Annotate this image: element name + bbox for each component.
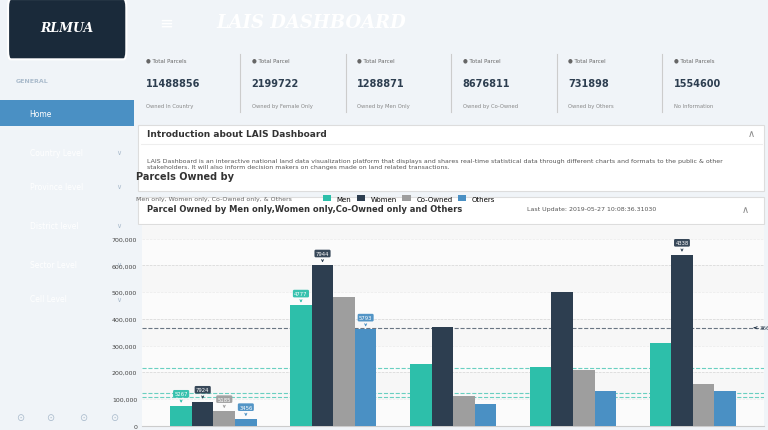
Text: ≡: ≡ (160, 14, 174, 32)
Text: LAIS DASHBOARD: LAIS DASHBOARD (217, 14, 406, 32)
Text: 8676811: 8676811 (463, 79, 510, 89)
Text: 1288871: 1288871 (357, 79, 405, 89)
Bar (235, 419, 257, 426)
Text: 3456: 3456 (239, 405, 253, 415)
Text: Men only, Women only, Co-Owned only, & Others: Men only, Women only, Co-Owned only, & O… (136, 197, 292, 202)
Text: ⊙: ⊙ (110, 412, 118, 422)
FancyBboxPatch shape (0, 101, 134, 127)
Text: Province level: Province level (29, 183, 83, 191)
Text: Owned by Female Only: Owned by Female Only (252, 103, 313, 108)
Text: Introduction about LAIS Dashboard: Introduction about LAIS Dashboard (147, 129, 327, 138)
Text: Country Level: Country Level (29, 148, 83, 157)
Text: 4777: 4777 (294, 292, 308, 302)
Text: 366,520.33: 366,520.33 (754, 326, 768, 331)
Text: 5267: 5267 (174, 391, 188, 402)
Bar (192, 402, 214, 426)
Text: ● Total Parcels: ● Total Parcels (674, 58, 714, 63)
Text: 5793: 5793 (359, 315, 372, 326)
Bar (142, 239, 764, 266)
Text: No Information: No Information (674, 103, 713, 108)
FancyBboxPatch shape (8, 0, 126, 60)
Text: LAIS Dashboard is an interactive national land data visualization platform that : LAIS Dashboard is an interactive nationa… (147, 159, 723, 169)
Bar (530, 367, 551, 426)
Text: Owned by Co-Owned: Owned by Co-Owned (463, 103, 518, 108)
Bar (671, 255, 693, 426)
Bar (290, 306, 312, 426)
Bar (551, 292, 573, 426)
Bar (333, 298, 355, 426)
Text: ∧: ∧ (748, 129, 755, 139)
Text: ∨: ∨ (116, 184, 121, 190)
Text: Cell Level: Cell Level (29, 295, 67, 303)
Text: 7944: 7944 (316, 252, 329, 262)
FancyBboxPatch shape (137, 198, 763, 224)
Bar (693, 384, 714, 426)
Text: Last Update: 2019-05-27 10:08:36.31030: Last Update: 2019-05-27 10:08:36.31030 (527, 207, 657, 212)
Text: ∧: ∧ (742, 204, 749, 214)
Text: 2199722: 2199722 (252, 79, 299, 89)
Bar (214, 411, 235, 426)
Bar (573, 370, 594, 426)
Text: ⊙: ⊙ (16, 412, 25, 422)
Bar (410, 364, 432, 426)
Bar (475, 404, 496, 426)
Text: Home: Home (29, 110, 52, 118)
Text: ∨: ∨ (116, 223, 121, 229)
Bar (453, 396, 475, 426)
Bar (355, 330, 376, 426)
Text: ● Total Parcel: ● Total Parcel (463, 58, 501, 63)
Text: Owned by Others: Owned by Others (568, 103, 614, 108)
Bar (594, 391, 616, 426)
Bar (714, 391, 736, 426)
Text: RLMUA: RLMUA (41, 22, 94, 35)
FancyBboxPatch shape (137, 126, 763, 192)
Text: ● Total Parcels: ● Total Parcels (146, 58, 187, 63)
Text: Sector Level: Sector Level (29, 260, 77, 269)
Text: 11488856: 11488856 (146, 79, 200, 89)
Text: ∨: ∨ (116, 261, 121, 267)
Text: ● Total Parcel: ● Total Parcel (357, 58, 395, 63)
Legend: Men, Women, Co-Owned, Others: Men, Women, Co-Owned, Others (319, 193, 498, 205)
Text: Parcel Owned by Men only,Women only,Co-Owned only and Others: Parcel Owned by Men only,Women only,Co-O… (147, 205, 462, 214)
Text: ∨: ∨ (116, 150, 121, 156)
Bar (142, 292, 764, 319)
Bar (312, 266, 333, 426)
Bar (142, 399, 764, 426)
Text: 5185: 5185 (217, 397, 231, 407)
Text: Parcels Owned by: Parcels Owned by (136, 172, 234, 182)
Bar (170, 406, 192, 426)
Text: 731898: 731898 (568, 79, 609, 89)
Text: 4338: 4338 (675, 241, 689, 252)
Text: GENERAL: GENERAL (16, 79, 49, 84)
Text: District level: District level (29, 221, 78, 230)
Text: 1554600: 1554600 (674, 79, 721, 89)
Bar (142, 346, 764, 372)
Text: ∨: ∨ (116, 296, 121, 302)
Text: 7924: 7924 (196, 387, 210, 398)
Text: ⊙: ⊙ (45, 412, 54, 422)
Text: ⊙: ⊙ (79, 412, 88, 422)
Bar (432, 327, 453, 426)
Text: ● Total Parcel: ● Total Parcel (252, 58, 290, 63)
Text: Owned In Country: Owned In Country (146, 103, 194, 108)
Text: Owned by Men Only: Owned by Men Only (357, 103, 410, 108)
Text: ● Total Parcel: ● Total Parcel (568, 58, 606, 63)
Bar (650, 343, 671, 426)
